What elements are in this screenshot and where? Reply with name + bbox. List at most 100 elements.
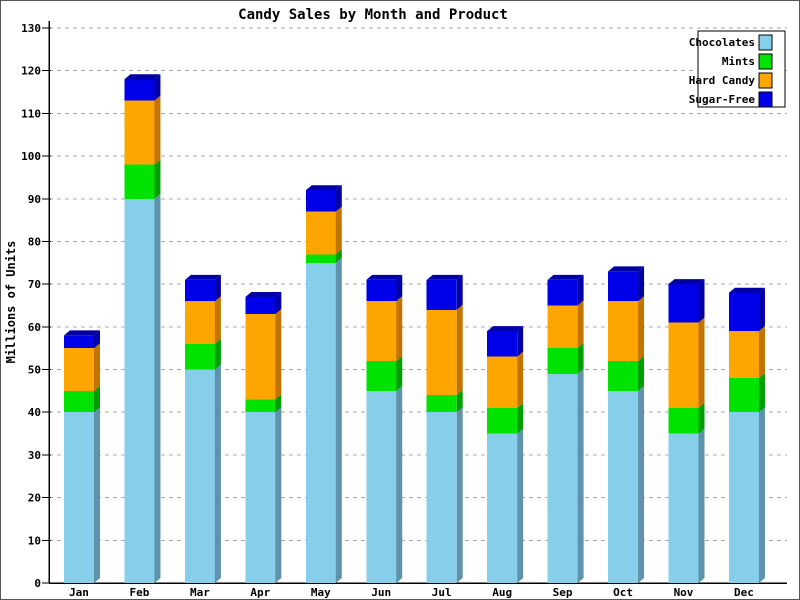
bar-side-shade — [456, 407, 463, 583]
bar-segment-sugar-free-sep — [547, 279, 578, 306]
month-label-jun: Jun — [371, 586, 391, 599]
legend-item-chocolates: Chocolates — [689, 36, 755, 49]
bar-segment-sugar-free-jan — [64, 335, 94, 349]
bar-side-shade — [577, 274, 584, 306]
bar-segment-mints-sep — [547, 348, 578, 374]
y-tick-label: 30 — [28, 449, 41, 462]
bar-top-shade — [668, 279, 705, 285]
bar-segment-hard-candy-aug — [487, 356, 518, 408]
bar-side-shade — [94, 385, 100, 413]
bar-segment-chocolates-mar — [184, 369, 215, 583]
bar-segment-chocolates-sep — [547, 373, 578, 583]
legend-item-hard-candy: Hard Candy — [689, 74, 756, 87]
bar-segment-sugar-free-jul — [426, 279, 457, 310]
month-label-jul: Jul — [432, 586, 452, 599]
bar-segment-hard-candy-jan — [64, 348, 94, 391]
month-label-dec: Dec — [734, 586, 754, 599]
bar-side-shade — [758, 373, 765, 413]
bar-segment-sugar-free-dec — [728, 292, 759, 332]
bar-segment-sugar-free-mar — [184, 279, 215, 302]
bar-segment-chocolates-nov — [668, 433, 699, 583]
bar-side-shade — [214, 296, 221, 344]
bar-side-shade — [94, 330, 100, 349]
bar-segment-chocolates-may — [305, 262, 336, 583]
y-tick-label: 10 — [28, 534, 41, 547]
bar-segment-sugar-free-jun — [366, 279, 397, 302]
y-tick-label: 110 — [21, 107, 41, 120]
bar-side-shade — [456, 274, 463, 310]
bar-side-shade — [335, 185, 342, 212]
legend-swatch-mints — [758, 53, 773, 70]
bar-side-shade — [396, 356, 403, 391]
bar-side-shade — [154, 95, 161, 165]
legend-swatch-chocolates — [758, 34, 773, 51]
y-tick-label: 20 — [28, 492, 41, 505]
bar-segment-mints-feb — [124, 164, 155, 199]
y-axis-title: Millions of Units — [4, 241, 18, 364]
bar-top-shade — [64, 330, 100, 336]
y-tick-label: 80 — [28, 235, 41, 248]
bar-segment-sugar-free-may — [305, 190, 336, 212]
bar-segment-chocolates-aug — [487, 433, 518, 583]
bar-side-shade — [275, 407, 282, 583]
y-tick-label: 100 — [21, 150, 41, 163]
bar-top-shade — [305, 185, 342, 191]
bar-segment-chocolates-apr — [245, 412, 276, 583]
bar-segment-mints-apr — [245, 399, 276, 413]
bar-segment-mints-nov — [668, 407, 699, 434]
bar-segment-chocolates-jun — [366, 390, 397, 583]
y-tick-label: 40 — [28, 406, 41, 419]
bar-segment-mints-may — [305, 254, 336, 263]
legend-item-mints: Mints — [722, 55, 755, 68]
bar-segment-chocolates-dec — [728, 412, 759, 583]
bar-side-shade — [94, 343, 100, 391]
bar-side-shade — [214, 364, 221, 583]
month-label-sep: Sep — [553, 586, 573, 599]
bar-top-shade — [487, 326, 524, 332]
bar-top-shade — [245, 291, 282, 297]
bar-side-shade — [698, 428, 705, 583]
bar-segment-sugar-free-apr — [245, 296, 276, 315]
bar-segment-sugar-free-aug — [487, 331, 518, 357]
bar-segment-sugar-free-nov — [668, 284, 699, 323]
month-label-oct: Oct — [613, 586, 633, 599]
bar-side-shade — [154, 159, 161, 199]
bar-side-shade — [698, 317, 705, 408]
bar-segment-hard-candy-nov — [668, 322, 699, 408]
bar-side-shade — [638, 385, 645, 583]
y-tick-label: 90 — [28, 193, 41, 206]
bar-side-shade — [758, 287, 765, 332]
y-tick-label: 0 — [34, 577, 41, 590]
bar-side-shade — [456, 390, 463, 413]
month-label-aug: Aug — [492, 586, 512, 599]
bar-top-shade — [124, 74, 161, 80]
bar-side-shade — [94, 407, 100, 583]
y-tick-label: 60 — [28, 321, 41, 334]
month-label-apr: Apr — [250, 586, 270, 599]
bar-segment-mints-jan — [64, 390, 94, 413]
bar-segment-hard-candy-may — [305, 211, 336, 255]
bar-side-shade — [396, 385, 403, 583]
bar-top-shade — [547, 274, 584, 280]
legend-swatch-sugar-free — [758, 91, 773, 108]
bar-segment-hard-candy-oct — [608, 301, 639, 361]
legend-item-sugar-free: Sugar-Free — [689, 93, 756, 106]
bar-segment-hard-candy-jun — [366, 301, 397, 361]
bar-side-shade — [758, 407, 765, 583]
month-label-feb: Feb — [130, 586, 150, 599]
legend-swatch-hard-candy — [758, 72, 773, 89]
bar-segment-chocolates-jan — [64, 412, 94, 583]
month-label-jan: Jan — [69, 586, 89, 599]
bar-segment-chocolates-oct — [608, 390, 639, 583]
bar-side-shade — [517, 326, 524, 357]
bar-side-shade — [335, 249, 342, 263]
bar-segment-sugar-free-feb — [124, 79, 155, 101]
bar-segment-hard-candy-jul — [426, 309, 457, 396]
bar-side-shade — [517, 351, 524, 408]
bar-side-shade — [335, 257, 342, 583]
bar-segment-hard-candy-mar — [184, 301, 215, 344]
y-tick-label: 120 — [21, 65, 41, 78]
bar-side-shade — [396, 296, 403, 361]
bar-segment-mints-jun — [366, 361, 397, 391]
